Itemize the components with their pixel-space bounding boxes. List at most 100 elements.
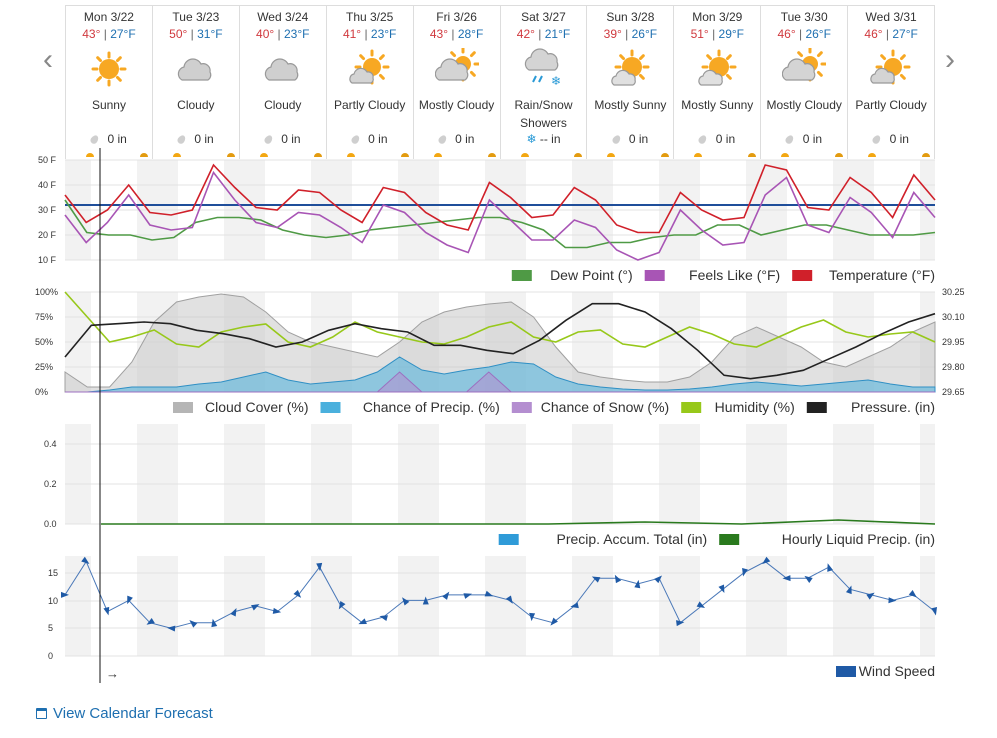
day-column[interactable]: Mon 3/22 43° | 27°F Sunny 0 in [65,6,152,159]
high-temp: 50° [169,27,188,41]
day-column[interactable]: Sat 3/27 42° | 21°F ❄ Rain/Snow Showers … [499,6,587,159]
high-temp: 46° [864,27,883,41]
day-column[interactable]: Wed 3/31 46° | 27°F Partly Cloudy 0 in [847,6,936,159]
cloud-icon [264,58,299,81]
night-band [311,556,326,656]
snow-chance-area [65,371,935,393]
legend-item[interactable]: Precip. Accum. Total (in) [498,531,708,547]
wind-direction-arrow [570,602,579,609]
day-column[interactable]: Thu 3/25 41° | 23°F Partly Cloudy 0 in [325,6,413,159]
sun-times-bar [414,151,500,157]
condition-text: Sunny [91,98,126,112]
wind-direction-arrow [442,591,450,600]
night-band [761,292,787,392]
wind-direction-arrow [742,568,748,577]
low-temp: 23°F [370,27,397,41]
day-column[interactable]: Tue 3/23 50° | 31°F Cloudy 0 in [151,6,239,159]
night-band [224,556,239,656]
day-column[interactable]: Tue 3/30 46° | 26°F Mostly Cloudy 0 in [760,6,847,159]
y-tick-label: 75% [35,312,53,322]
day-temps: 46° | 26°F [761,27,847,41]
previous-days-arrow[interactable]: ‹ [43,43,53,76]
sunset-icon [400,153,409,157]
legend-item[interactable]: Chance of Snow (%) [511,399,669,415]
precip-value: -- in [539,132,561,146]
legend-item[interactable]: Dew Point (°) [511,267,633,283]
sun-times-bar [66,151,152,157]
night-band [746,556,761,656]
sunset-icon [574,153,583,157]
night-band [848,556,874,656]
day-column[interactable]: Mon 3/29 51° | 29°F Mostly Sunny 0 in [673,6,760,159]
temp-separator: | [885,27,893,41]
partly-cloudy-icon [870,49,911,85]
wind-direction-arrow [804,575,813,583]
night-band [500,556,526,656]
day-column[interactable]: Sun 3/28 39° | 26°F Mostly Sunny 0 in [586,6,673,159]
wind-panel [65,556,935,656]
low-temp: 26°F [805,27,831,41]
legend-swatch [511,402,532,413]
sunset-icon [835,153,844,157]
y-tick-label: 100% [35,287,58,297]
night-band [920,556,935,656]
precip-value: 0 in [194,132,214,146]
sunrise-icon [259,153,268,157]
rain-snow-icon: ❄ [525,48,562,88]
day-column[interactable]: Fri 3/26 43° | 28°F Mostly Cloudy 0 in [412,6,500,159]
night-band [239,556,265,656]
legend-item[interactable]: Hourly Liquid Precip. (in) [719,531,935,547]
legend-swatch [792,270,813,281]
legend-item[interactable]: Temperature (°F) [792,267,935,283]
precip-value: 0 in [628,132,649,146]
wind-direction-arrow [614,574,622,584]
night-band [500,424,526,524]
night-band [137,292,152,392]
legend-item[interactable]: Cloud Cover (%) [173,399,309,415]
sunrise-icon [346,153,355,157]
day-date: Mon 3/22 [83,10,134,24]
cloud-humidity-panel [65,292,935,392]
next-days-arrow[interactable]: › [945,43,955,76]
rain-drop-icon [176,133,187,146]
night-band [485,160,500,260]
night-band [746,160,761,260]
day-temps: 43° | 27°F [66,27,152,41]
rain-drop-icon [871,133,883,146]
sunrise-icon [520,153,529,157]
low-temp: 29°F [718,27,745,41]
wind-direction-arrow [866,592,875,600]
snowflake-icon: ❄ [526,132,537,146]
legend-label: Pressure. (in) [851,399,935,415]
legend-item[interactable]: Humidity (%) [681,399,795,415]
y-tick-label: 25% [35,362,53,372]
night-band [659,556,674,656]
night-band [413,292,439,392]
night-band [239,292,265,392]
precip-value: 0 in [368,132,388,146]
night-band [572,556,587,656]
sunrise-icon [607,153,616,157]
legend-item[interactable]: Feels Like (°F) [644,267,781,283]
legend-label: Humidity (%) [715,399,795,415]
sunrise-icon [694,153,703,157]
condition-text: Partly Cloudy [333,98,406,112]
day-temps: 39° | 26°F [587,27,673,41]
precip-amount: 0 in [414,132,500,146]
day-column[interactable]: Wed 3/24 40° | 23°F Cloudy 0 in [238,6,326,159]
wind-direction-arrow [103,606,110,616]
legend-label: Temperature (°F) [829,267,935,283]
legend-item[interactable]: Wind Speed [836,663,935,679]
sunset-icon [661,153,670,157]
cloud-cover-area [64,293,936,393]
legend-swatch [681,402,702,413]
y-tick-label: 10 F [38,255,57,265]
view-calendar-forecast-link[interactable]: View Calendar Forecast [36,705,213,722]
day-date: Sun 3/28 [606,10,655,24]
day-date: Wed 3/24 [257,10,309,24]
legend-item[interactable]: Chance of Precip. (%) [320,399,500,415]
legend-item[interactable]: Pressure. (in) [806,399,935,415]
night-band [413,424,439,524]
night-band [587,292,613,392]
sun-times-bar [587,151,673,157]
